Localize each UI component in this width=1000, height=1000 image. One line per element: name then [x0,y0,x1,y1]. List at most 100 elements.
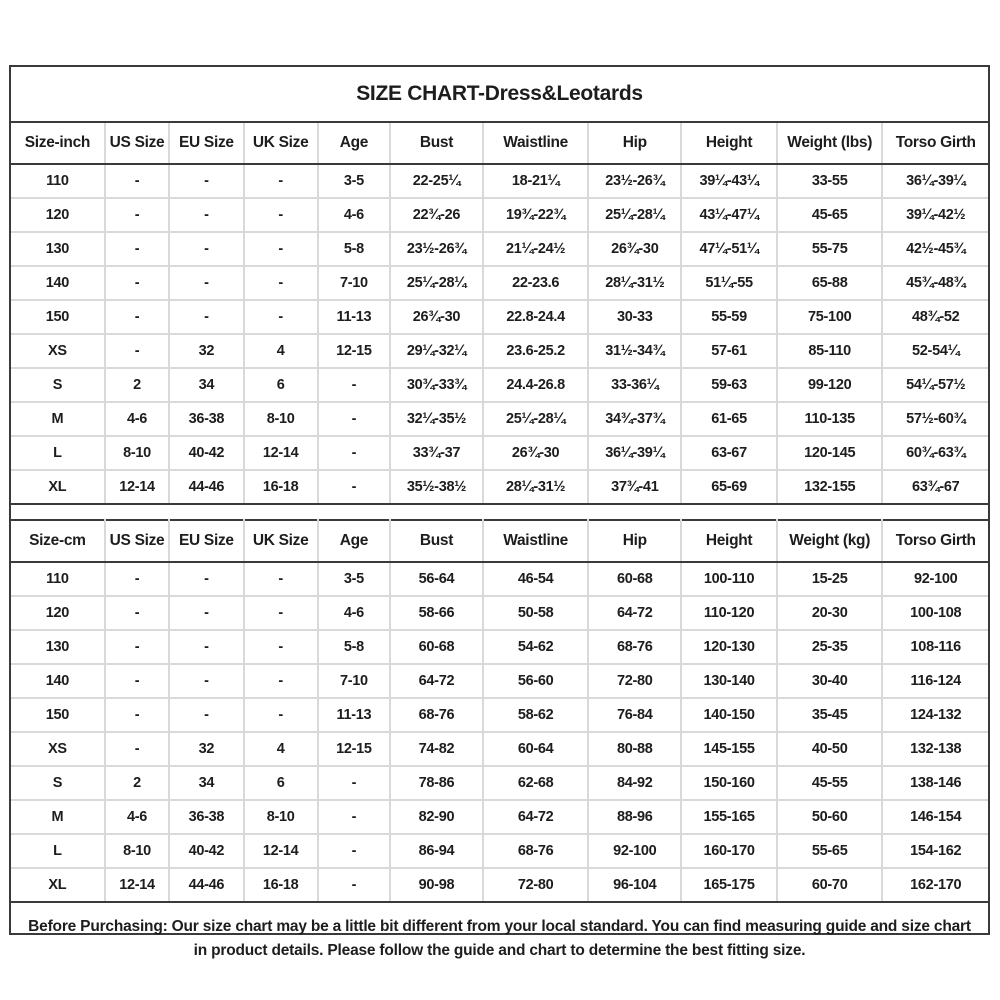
table-cell: 63¾-67 [881,469,988,505]
table-cell: 140 [11,265,106,301]
table-cell: XL [11,469,106,505]
table-cell: 28¼-31½ [481,469,590,505]
table-cell: 58-62 [481,697,590,733]
column-header: Bust [389,123,484,165]
table-cell: - [242,164,319,199]
column-header: Size-inch [11,123,106,165]
table-cell: 3-5 [316,164,392,199]
column-header: Age [316,519,392,563]
table-cell: 34 [168,765,245,801]
table-cell: 100-108 [881,595,988,631]
table-cell: 130-140 [680,663,778,699]
table-cell: 44-46 [168,867,245,903]
table-row: 150- - -11-13 68-76 58-62 76-84 140-150 35-45 12… [11,697,988,733]
column-header: Weight (kg) [775,519,884,563]
table-cell: - [316,765,392,801]
table-cell: 35-45 [775,697,884,733]
table-cell: 96-104 [587,867,683,903]
table-cell: - [168,231,245,267]
table-cell: 60¾-63¾ [881,435,988,471]
table-cell: 124-132 [881,697,988,733]
table-cell: 11-13 [316,697,392,733]
table-cell: 34¾-37¾ [587,401,683,437]
table-cell: 150-160 [680,765,778,801]
table-row: S 2 34 6-30¾-33¾ 24.4-26.8 33-36¼ 59-63 99-120 5… [11,367,988,403]
table-cell: 88-96 [587,799,683,835]
table-row: M 4-6 36-38 8-10-82-90 64-72 88-96 155-165 50-6… [11,799,988,835]
table-cell: 5-8 [316,231,392,267]
table-cell: 59-63 [680,367,778,403]
table-cell: 30-33 [587,299,683,335]
table-cell: - [168,697,245,733]
table-cell: - [103,629,171,665]
table-cell: 110 [11,562,106,597]
table-cell: 33-55 [775,164,884,199]
table-cell: - [316,867,392,903]
table-cell: 42½-45¾ [881,231,988,267]
table-cell: 120-130 [680,629,778,665]
table-cell: 25-35 [775,629,884,665]
size-chart-sheet: SIZE CHART-Dress&Leotards Size-inch US Si… [9,65,990,959]
table-cell: 22¾-26 [389,197,484,233]
table-cell: 110 [11,164,106,199]
table-cell: 64-72 [389,663,484,699]
table-cell: - [168,562,245,597]
table-cell: 92-100 [587,833,683,869]
table-cell: 34 [168,367,245,403]
table-cell: 130 [11,231,106,267]
table-cell: 4-6 [103,401,171,437]
table-cell: M [11,799,106,835]
table-row: XS -32 4 12-15 74-82 60-64 80-88 145-155 40-50 13… [11,731,988,767]
table-cell: - [103,562,171,597]
size-table-cm: Size-cm US Size EU Size UK Size Age Bust Waist… [11,519,988,903]
table-cell: - [242,299,319,335]
column-header: EU Size [168,519,245,563]
table-cell: 4-6 [103,799,171,835]
table-cell: 52-54¼ [881,333,988,369]
table-cell: 116-124 [881,663,988,699]
table-row: S 2 34 6-78-86 62-68 84-92 150-160 45-55 138-146 [11,765,988,801]
table-cell: 50-60 [775,799,884,835]
table-cell: 85-110 [775,333,884,369]
table-cell: - [168,629,245,665]
table-cell: 22-23.6 [481,265,590,301]
table-row: 130- - -5-8 23½-26¾ 21¼-24½ 26¾-30 47¼-51¼ 55-7… [11,231,988,267]
table-cell: XS [11,731,106,767]
column-header: Hip [587,519,683,563]
table-row: 120- - -4-6 22¾-26 19¾-22¾ 25¼-28¼ 43¼-47¼ 45-6… [11,197,988,233]
table-cell: 37¾-41 [587,469,683,505]
header-row: Size-cm US Size EU Size UK Size Age Bust Waist… [11,519,988,563]
table-cell: 80-88 [587,731,683,767]
table-cell: 36-38 [168,799,245,835]
table-cell: 43¼-47¼ [680,197,778,233]
table-cell: 140 [11,663,106,699]
table-row: 110- - -3-5 56-64 46-54 60-68 100-110 15-25 92-1… [11,562,988,597]
table-cell: S [11,765,106,801]
table-cell: - [103,197,171,233]
table-cell: - [168,663,245,699]
table-row: 120- - -4-6 58-66 50-58 64-72 110-120 20-30 100-… [11,595,988,631]
column-header: Torso Girth [881,123,988,165]
table-cell: - [316,469,392,505]
table-cell: 145-155 [680,731,778,767]
table-cell: 30-40 [775,663,884,699]
table-gap [11,505,988,519]
table-cell: - [168,164,245,199]
table-cell: 54¼-57½ [881,367,988,403]
column-header: US Size [103,123,171,165]
table-cell: - [242,197,319,233]
table-cell: - [242,231,319,267]
table-cell: - [316,833,392,869]
table-cell: 76-84 [587,697,683,733]
table-cell: 36¼-39¼ [587,435,683,471]
table-cell: 29¼-32¼ [389,333,484,369]
table-cell: - [242,265,319,301]
table-row: XS -32 4 12-15 29¼-32¼ 23.6-25.2 31½-34¾ 57-61 8… [11,333,988,369]
table-cell: 162-170 [881,867,988,903]
table-cell: L [11,833,106,869]
column-header: Torso Girth [881,519,988,563]
table-cell: 32¼-35½ [389,401,484,437]
table-cell: 68-76 [389,697,484,733]
table-cell: 4 [242,333,319,369]
column-header: Weight (lbs) [775,123,884,165]
